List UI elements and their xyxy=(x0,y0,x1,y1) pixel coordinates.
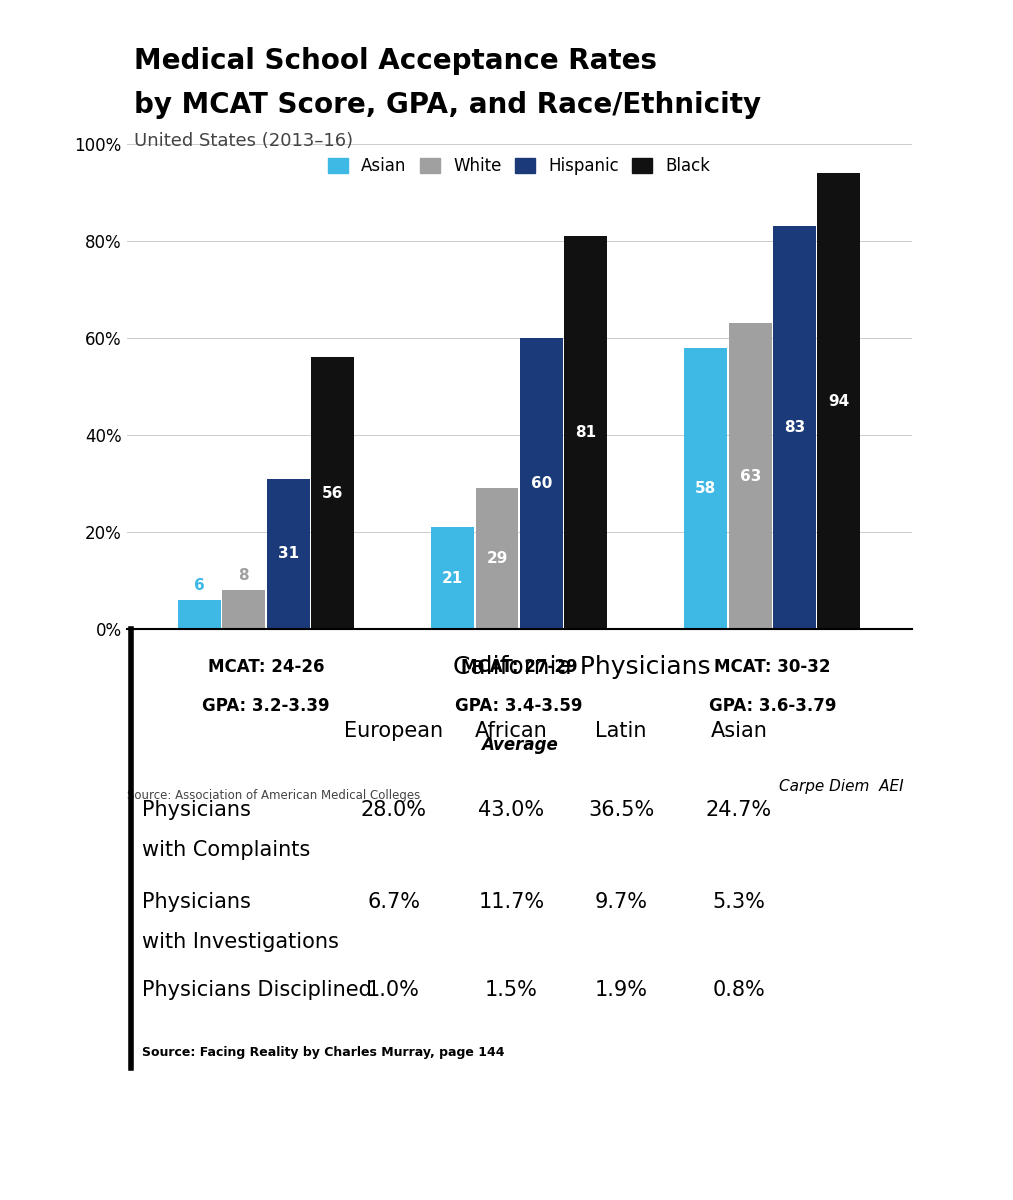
Text: 58: 58 xyxy=(695,481,716,496)
Bar xyxy=(311,358,354,629)
Text: 81: 81 xyxy=(575,425,597,440)
Text: with Investigations: with Investigations xyxy=(142,932,339,952)
Text: MCAT: 27-29: MCAT: 27-29 xyxy=(461,659,577,677)
Text: California Physicians: California Physicians xyxy=(453,655,711,679)
Text: 21: 21 xyxy=(442,571,463,586)
Text: 1.5%: 1.5% xyxy=(485,980,538,1001)
Text: 1.0%: 1.0% xyxy=(367,980,420,1001)
Text: United States (2013–16): United States (2013–16) xyxy=(135,132,354,150)
Text: Source: Association of American Medical Colleges: Source: Association of American Medical … xyxy=(127,790,419,802)
Text: 63: 63 xyxy=(739,469,761,484)
Text: 29: 29 xyxy=(486,551,508,566)
Text: African: African xyxy=(475,721,548,742)
Text: Physicians: Physicians xyxy=(142,800,251,821)
Text: Source: Facing Reality by Charles Murray, page 144: Source: Facing Reality by Charles Murray… xyxy=(142,1046,504,1060)
Bar xyxy=(266,479,310,629)
Text: 0.8%: 0.8% xyxy=(712,980,766,1001)
Text: 8: 8 xyxy=(238,568,249,583)
Text: with Complaints: with Complaints xyxy=(142,840,311,859)
Text: 6.7%: 6.7% xyxy=(367,893,420,912)
Bar xyxy=(432,527,474,629)
Text: 5.3%: 5.3% xyxy=(712,893,766,912)
Text: GPA: 3.2-3.39: GPA: 3.2-3.39 xyxy=(203,697,329,715)
Text: 56: 56 xyxy=(322,486,343,500)
Text: by MCAT Score, GPA, and Race/Ethnicity: by MCAT Score, GPA, and Race/Ethnicity xyxy=(135,91,762,119)
Text: GPA: 3.6-3.79: GPA: 3.6-3.79 xyxy=(709,697,836,715)
Bar xyxy=(773,227,816,629)
Bar xyxy=(728,324,772,629)
Text: Physicians Disciplined: Physicians Disciplined xyxy=(142,980,372,1001)
Text: 36.5%: 36.5% xyxy=(589,800,654,821)
Bar xyxy=(817,173,860,629)
Text: European: European xyxy=(344,721,443,742)
Bar xyxy=(520,338,563,629)
Text: Latin: Latin xyxy=(596,721,647,742)
Text: Carpe Diem  AEI: Carpe Diem AEI xyxy=(779,780,905,794)
Text: GPA: 3.4-3.59: GPA: 3.4-3.59 xyxy=(456,697,582,715)
Bar xyxy=(222,590,265,629)
Text: 31: 31 xyxy=(278,546,299,562)
Text: 24.7%: 24.7% xyxy=(706,800,772,821)
Text: MCAT: 24-26: MCAT: 24-26 xyxy=(208,659,324,677)
Text: MCAT: 30-32: MCAT: 30-32 xyxy=(714,659,831,677)
Text: 1.9%: 1.9% xyxy=(595,980,647,1001)
Text: 94: 94 xyxy=(829,394,850,409)
Text: 11.7%: 11.7% xyxy=(478,893,544,912)
Text: 43.0%: 43.0% xyxy=(478,800,544,821)
Bar xyxy=(178,600,221,629)
Text: Asian: Asian xyxy=(710,721,768,742)
Bar xyxy=(475,488,519,629)
Text: Medical School Acceptance Rates: Medical School Acceptance Rates xyxy=(135,47,657,74)
Text: 9.7%: 9.7% xyxy=(595,893,647,912)
Text: 6: 6 xyxy=(194,577,205,593)
Text: Average: Average xyxy=(481,736,557,754)
Text: Physicians: Physicians xyxy=(142,893,251,912)
Bar xyxy=(685,348,727,629)
Legend: Asian, White, Hispanic, Black: Asian, White, Hispanic, Black xyxy=(328,157,710,175)
Text: 60: 60 xyxy=(531,476,552,491)
Text: 83: 83 xyxy=(784,420,805,436)
Bar xyxy=(564,236,607,629)
Text: 28.0%: 28.0% xyxy=(361,800,426,821)
